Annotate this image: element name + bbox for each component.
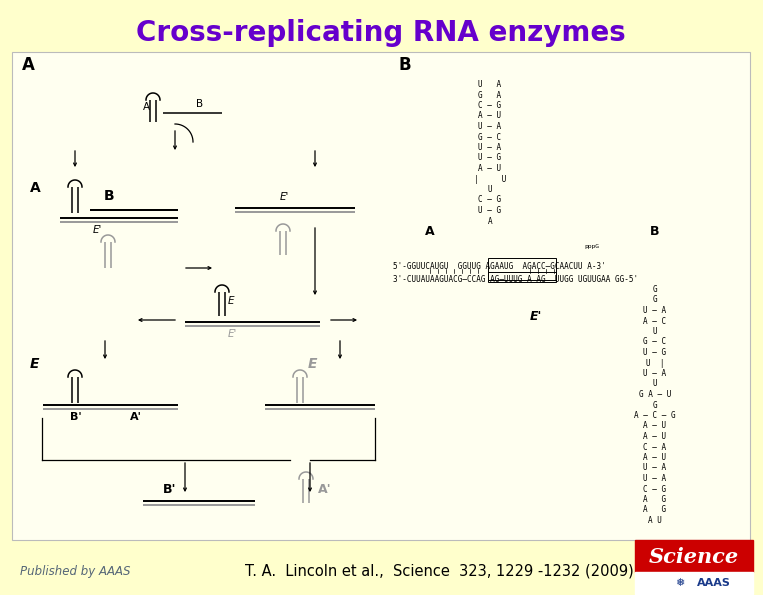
Text: A – C – G: A – C – G xyxy=(634,411,676,420)
Text: A – C: A – C xyxy=(643,317,667,325)
Text: B: B xyxy=(104,189,114,203)
Text: E': E' xyxy=(280,192,289,202)
Text: U: U xyxy=(488,185,492,194)
Bar xyxy=(12,52,750,540)
Text: T. A.  Lincoln et al.,  Science  323, 1229 -1232 (2009): T. A. Lincoln et al., Science 323, 1229 … xyxy=(245,563,634,578)
Text: Cross-replicating RNA enzymes: Cross-replicating RNA enzymes xyxy=(136,19,626,47)
Text: G: G xyxy=(652,285,657,294)
Text: E': E' xyxy=(228,329,237,339)
Text: pppG: pppG xyxy=(584,244,600,249)
Text: G – C: G – C xyxy=(478,133,501,142)
Text: A – U: A – U xyxy=(643,432,667,441)
Bar xyxy=(488,258,556,280)
Text: U – A: U – A xyxy=(643,464,667,472)
Text: A': A' xyxy=(318,483,332,496)
Text: E: E xyxy=(228,296,234,306)
Text: U   A: U A xyxy=(478,80,501,89)
Text: B: B xyxy=(650,225,659,238)
Text: B': B' xyxy=(163,483,176,496)
Text: 3'-CUUAUAAGUACG–CCAG AG–UUUG A AG  UUGG UGUUGAA GG-5': 3'-CUUAUAAGUACG–CCAG AG–UUUG A AG UUGG U… xyxy=(393,275,638,284)
Text: U – G: U – G xyxy=(478,206,501,215)
Text: B': B' xyxy=(70,412,82,422)
Text: A: A xyxy=(425,225,435,238)
Text: A   G: A G xyxy=(643,495,667,504)
Text: A – U: A – U xyxy=(643,453,667,462)
Text: Science: Science xyxy=(649,547,739,567)
Text: G: G xyxy=(652,400,657,409)
Bar xyxy=(635,572,753,594)
Text: G: G xyxy=(652,296,657,305)
Text: E': E' xyxy=(530,310,542,323)
Text: C – G: C – G xyxy=(478,196,501,205)
Text: A: A xyxy=(143,102,150,112)
Text: A – U: A – U xyxy=(478,164,501,173)
Text: AAAS: AAAS xyxy=(697,578,731,588)
Text: U  |: U | xyxy=(645,359,665,368)
Text: A: A xyxy=(30,181,40,195)
Text: A: A xyxy=(22,56,35,74)
Text: ❅: ❅ xyxy=(675,578,684,588)
Text: A – U: A – U xyxy=(478,111,501,121)
Text: U – A: U – A xyxy=(643,306,667,315)
Text: E: E xyxy=(30,357,40,371)
Text: E: E xyxy=(308,357,317,371)
Text: A   G: A G xyxy=(643,506,667,515)
Text: G   A: G A xyxy=(478,90,501,99)
Bar xyxy=(488,272,556,282)
Text: A': A' xyxy=(130,412,142,422)
Bar xyxy=(635,540,753,572)
Text: G – C: G – C xyxy=(643,337,667,346)
Text: Published by AAAS: Published by AAAS xyxy=(20,565,130,578)
Text: 5'-GGUUCAUGU  GGUUG AGAAUG  AGACC–GCAACUU A-3': 5'-GGUUCAUGU GGUUG AGAAUG AGACC–GCAACUU … xyxy=(393,262,606,271)
Text: B: B xyxy=(398,56,410,74)
Text: U – G: U – G xyxy=(478,154,501,162)
Text: U: U xyxy=(652,327,657,336)
Text: B: B xyxy=(196,99,203,109)
Text: U: U xyxy=(652,380,657,389)
Text: C – A: C – A xyxy=(643,443,667,452)
Text: C – G: C – G xyxy=(478,101,501,110)
Text: U – A: U – A xyxy=(478,122,501,131)
Text: U – A: U – A xyxy=(643,474,667,483)
Text: U – A: U – A xyxy=(478,143,501,152)
Text: G A – U: G A – U xyxy=(639,390,671,399)
Text: C – G: C – G xyxy=(643,484,667,493)
Text: U – G: U – G xyxy=(643,348,667,357)
Text: U – A: U – A xyxy=(643,369,667,378)
Text: E': E' xyxy=(93,225,102,235)
Text: |     U: | U xyxy=(474,174,506,183)
Text: A – U: A – U xyxy=(643,421,667,431)
Text: A: A xyxy=(488,217,492,226)
Text: A U: A U xyxy=(648,516,662,525)
